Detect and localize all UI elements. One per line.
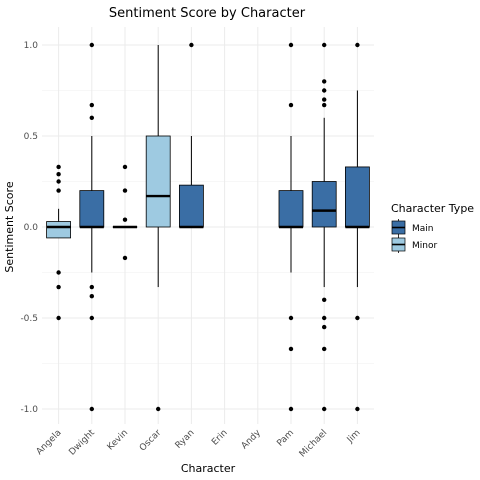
outlier-point — [156, 406, 161, 412]
x-tick-label: Michael — [298, 428, 329, 459]
outlier-point — [322, 88, 327, 93]
outlier-point — [322, 97, 327, 102]
box-angela — [46, 164, 71, 321]
legend-label: Minor — [412, 241, 437, 251]
x-tick-label: Oscar — [138, 428, 164, 454]
outlier-point — [89, 115, 95, 121]
chart-title: Sentiment Score by Character — [109, 6, 306, 21]
box-dwight — [79, 42, 105, 412]
x-tick-label: Ryan — [174, 428, 197, 451]
box-jim — [344, 42, 370, 412]
box-ryan — [178, 42, 204, 229]
box-michael — [311, 42, 337, 412]
box-body — [311, 181, 337, 228]
outlier-point — [122, 164, 128, 170]
y-tick-label: 1.0 — [24, 41, 39, 51]
outlier-point — [89, 102, 95, 108]
outlier-point — [322, 79, 327, 84]
y-tick-label: -0.5 — [20, 314, 38, 324]
x-axis-title: Character — [181, 462, 236, 475]
outlier-point — [122, 217, 128, 222]
outlier-point — [355, 315, 360, 321]
legend-title: Character Type — [391, 202, 474, 215]
box-body — [344, 166, 370, 228]
box-oscar — [145, 45, 171, 412]
outlier-point — [89, 315, 95, 321]
x-tick-label: Kevin — [106, 428, 130, 452]
box-body — [278, 190, 304, 228]
outlier-point — [322, 42, 327, 48]
outlier-point — [322, 102, 327, 108]
outlier-point — [189, 42, 194, 48]
outlier-point — [322, 346, 327, 352]
outlier-point — [322, 315, 327, 321]
outlier-point — [355, 406, 360, 412]
outlier-point — [122, 255, 128, 261]
legend-label: Main — [412, 224, 434, 234]
outlier-point — [56, 188, 61, 193]
legend: Character Type Main Minor — [391, 202, 474, 253]
outlier-point — [56, 164, 61, 170]
legend-item-main: Main — [391, 219, 434, 236]
outlier-point — [89, 406, 95, 412]
x-tick-label: Jim — [345, 428, 363, 446]
outlier-point — [288, 406, 294, 412]
box-body — [145, 135, 171, 228]
y-axis-ticks: -1.0 -0.5 0.0 0.5 1.0 — [20, 41, 38, 415]
outlier-point — [56, 284, 61, 290]
legend-items: Main Minor — [391, 219, 437, 253]
outlier-point — [288, 102, 294, 108]
y-axis-title: Sentiment Score — [3, 181, 16, 272]
outlier-point — [288, 346, 294, 352]
outlier-point — [322, 324, 327, 330]
x-tick-label: Angela — [35, 428, 64, 457]
box-pam — [278, 42, 304, 412]
outlier-point — [89, 42, 95, 48]
outlier-point — [322, 406, 327, 412]
outlier-point — [89, 284, 95, 290]
outlier-point — [322, 297, 327, 302]
box-kevin — [112, 164, 138, 261]
outlier-point — [56, 172, 61, 177]
outlier-point — [288, 42, 294, 48]
outlier-point — [89, 293, 95, 299]
y-tick-label: -1.0 — [20, 405, 38, 415]
box-body — [178, 184, 204, 228]
outlier-point — [355, 42, 360, 48]
outlier-point — [122, 188, 128, 193]
y-tick-label: 0.0 — [24, 223, 39, 233]
x-tick-label: Andy — [240, 428, 264, 452]
y-tick-label: 0.5 — [24, 132, 38, 142]
outlier-point — [56, 270, 61, 275]
box-body — [46, 221, 71, 239]
outlier-point — [56, 315, 61, 321]
boxes — [46, 42, 370, 412]
box-body — [79, 190, 105, 228]
x-tick-label: Dwight — [67, 428, 97, 458]
x-tick-label: Erin — [210, 428, 230, 448]
outlier-point — [56, 179, 61, 184]
outlier-point — [288, 315, 294, 321]
x-tick-label: Pam — [275, 428, 296, 449]
x-axis-ticks: Angela Dwight Kevin Oscar Ryan Erin Andy Pam Mic… — [35, 428, 363, 460]
legend-item-minor: Minor — [391, 236, 437, 253]
